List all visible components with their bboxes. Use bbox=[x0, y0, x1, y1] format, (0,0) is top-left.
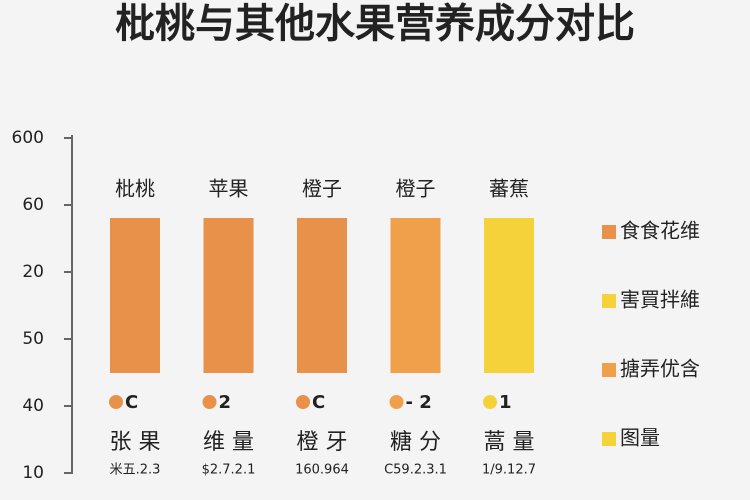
icon-text: C bbox=[125, 392, 138, 413]
column-name: 蕃蕉 bbox=[489, 177, 529, 201]
axis-label: 40 bbox=[22, 396, 44, 416]
bar bbox=[110, 218, 160, 373]
column-name: 苹果 bbox=[209, 177, 249, 201]
axis-label: 600 bbox=[12, 128, 44, 148]
bar bbox=[390, 218, 441, 373]
column-sublabel: 米五.2.3 bbox=[110, 463, 161, 478]
legend-label: 图量 bbox=[620, 426, 660, 450]
legend-swatch bbox=[602, 294, 616, 308]
icon bbox=[389, 395, 404, 409]
column-sublabel: 160.964 bbox=[295, 463, 349, 478]
axis-label: 50 bbox=[22, 329, 44, 349]
bar bbox=[484, 218, 534, 373]
column-sublabel: 1/9.12.7 bbox=[482, 463, 536, 478]
legend-swatch bbox=[602, 432, 616, 446]
legend-swatch bbox=[602, 225, 616, 239]
icon bbox=[109, 395, 123, 409]
column-sublabel: $2.7.2.1 bbox=[202, 463, 256, 478]
legend-label: 食食花维 bbox=[620, 219, 700, 243]
column-name: 枇桃 bbox=[115, 177, 155, 201]
title: 枇桃与其他水果营养成分对比 bbox=[115, 1, 635, 47]
icon-text: - 2 bbox=[406, 392, 432, 413]
bar bbox=[203, 218, 254, 373]
column-name: 橙子 bbox=[396, 177, 436, 201]
column-label: 蒿 量 bbox=[484, 430, 535, 455]
icon-text: 2 bbox=[219, 392, 232, 413]
column-label: 张 果 bbox=[110, 430, 161, 455]
legend-label: 害買拌維 bbox=[620, 288, 700, 312]
legend-label: 搪弄优含 bbox=[620, 357, 700, 381]
axis-label: 60 bbox=[22, 195, 44, 215]
bar bbox=[297, 218, 347, 373]
column-label: 橙 牙 bbox=[297, 430, 348, 455]
column-name: 橙子 bbox=[302, 177, 342, 201]
column-label: 糖 分 bbox=[390, 430, 441, 455]
icon bbox=[483, 395, 497, 409]
axis-label: 10 bbox=[22, 463, 44, 483]
column-sublabel: C59.2.3.1 bbox=[384, 463, 447, 478]
axis-label: 20 bbox=[22, 262, 44, 282]
column-label: 维 量 bbox=[203, 430, 254, 455]
icon bbox=[202, 395, 217, 409]
icon-text: 1 bbox=[499, 392, 512, 413]
legend-swatch bbox=[602, 363, 616, 377]
icon-text: C bbox=[312, 392, 325, 413]
icon bbox=[296, 395, 310, 409]
